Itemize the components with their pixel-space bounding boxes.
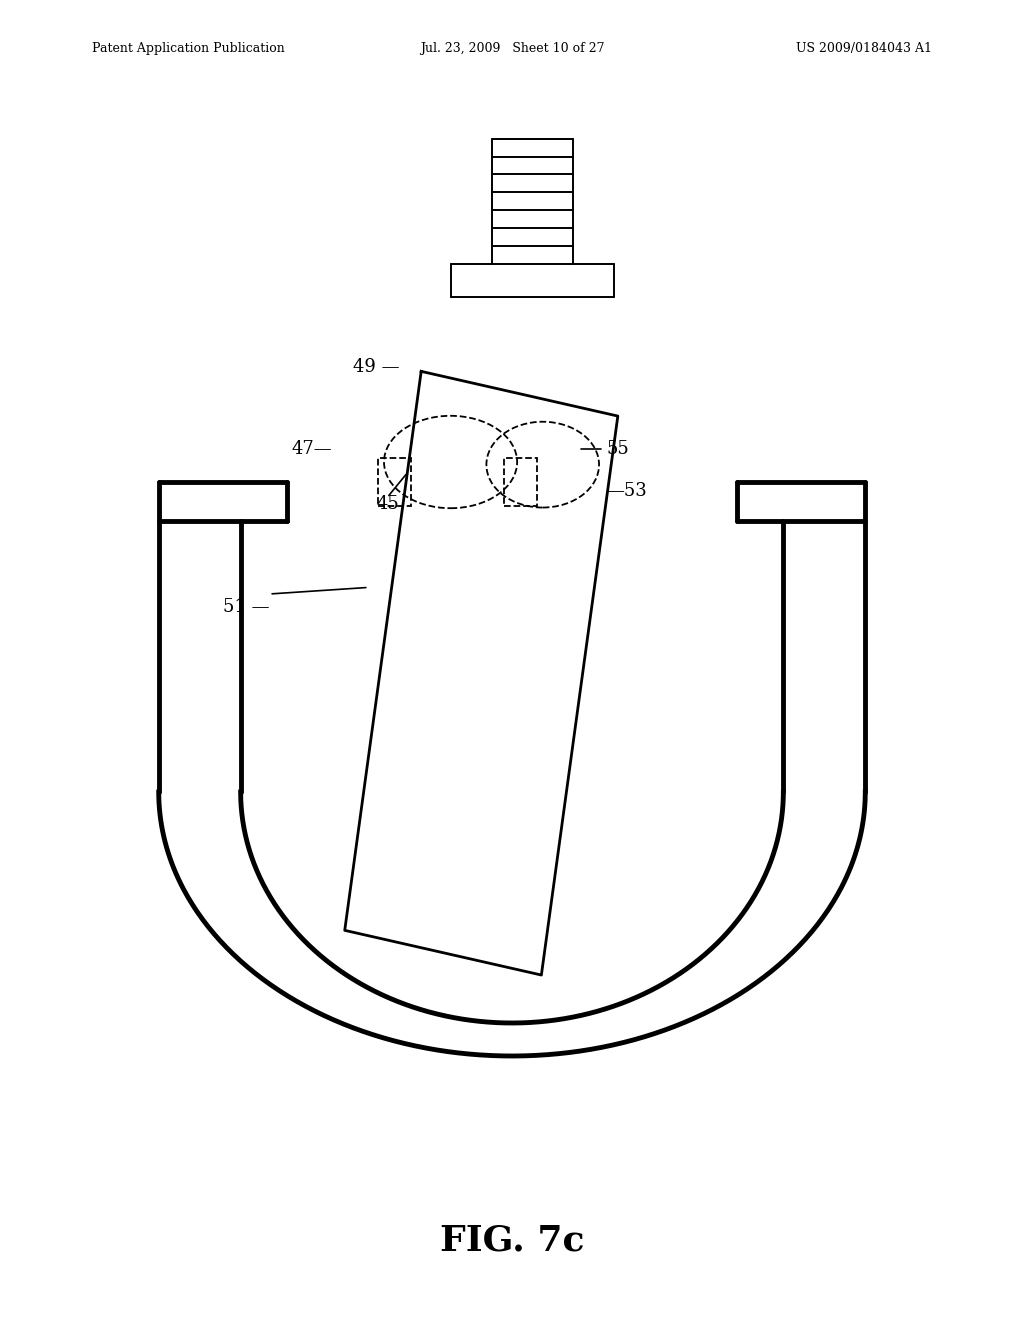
Text: 47—: 47— (292, 440, 333, 458)
Text: 55: 55 (606, 440, 629, 458)
Text: —53: —53 (606, 482, 647, 500)
Text: 51 —: 51 — (223, 598, 269, 616)
Text: Patent Application Publication: Patent Application Publication (92, 42, 285, 55)
Text: US 2009/0184043 A1: US 2009/0184043 A1 (796, 42, 932, 55)
Text: FIG. 7c: FIG. 7c (439, 1224, 585, 1258)
Text: 49 —: 49 — (353, 358, 399, 376)
Bar (504, 458, 537, 506)
Text: 45: 45 (377, 495, 399, 513)
Text: Jul. 23, 2009   Sheet 10 of 27: Jul. 23, 2009 Sheet 10 of 27 (420, 42, 604, 55)
Bar (378, 458, 411, 506)
